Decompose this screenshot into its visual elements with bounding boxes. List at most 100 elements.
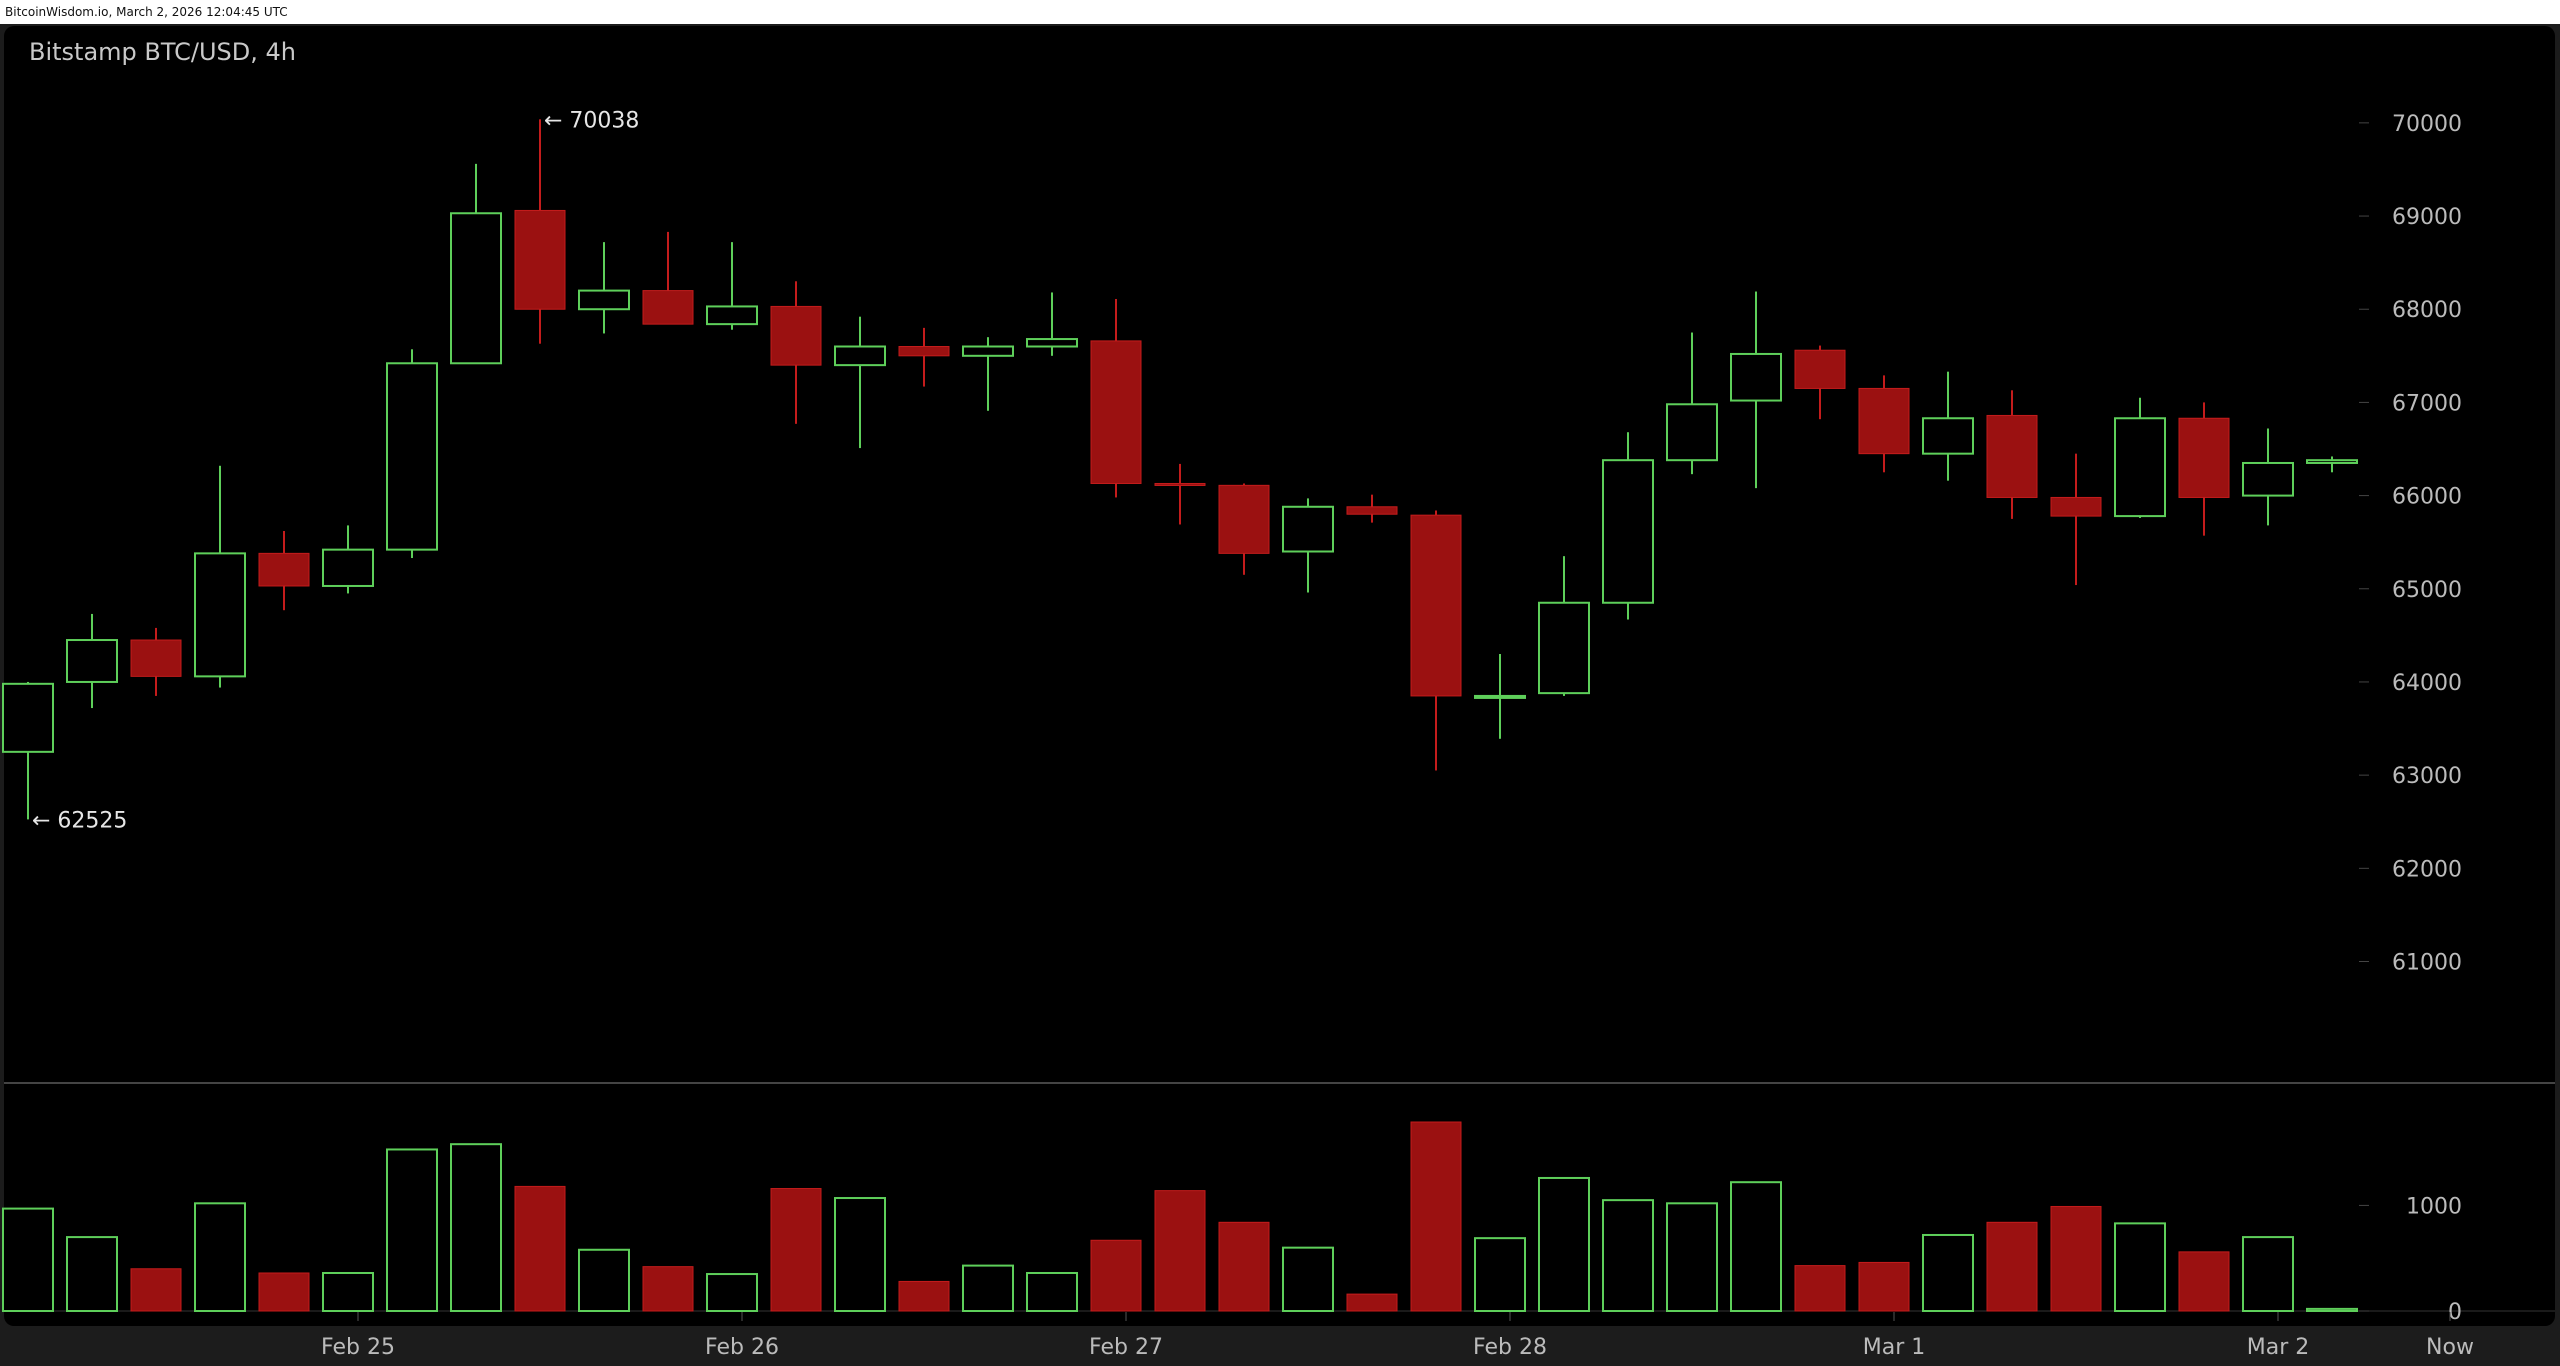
volume-bar <box>194 1202 246 1313</box>
candle-body <box>194 552 246 678</box>
volume-bar <box>1986 1221 2038 1312</box>
price-tick-label: 62000 <box>2392 857 2462 882</box>
x-tick-label: Mar 1 <box>1863 1335 1926 1360</box>
volume-bar <box>1602 1199 1654 1312</box>
volume-bar <box>770 1188 822 1312</box>
volume-bar <box>386 1148 438 1312</box>
price-tick-label: 67000 <box>2392 391 2462 416</box>
volume-bar <box>1090 1239 1142 1312</box>
candle-body <box>1538 601 1590 695</box>
candle-body <box>642 290 694 325</box>
volume-bar <box>1154 1190 1206 1312</box>
volume-bar <box>2114 1222 2166 1312</box>
volume-bar <box>706 1273 758 1312</box>
volume-bar <box>2 1207 54 1313</box>
candle-body <box>130 639 182 677</box>
volume-bar <box>130 1268 182 1312</box>
candle-body <box>1282 505 1334 553</box>
candle-body <box>1026 338 1078 348</box>
volume-bar <box>1538 1176 1590 1312</box>
volume-bar <box>578 1248 630 1313</box>
volume-bar <box>962 1264 1014 1312</box>
price-tick-label: 68000 <box>2392 298 2462 323</box>
candle-body <box>898 346 950 357</box>
x-tick-label: Now <box>2426 1335 2474 1360</box>
volume-bar <box>2242 1236 2294 1312</box>
x-tick-label: Feb 27 <box>1089 1335 1163 1360</box>
volume-layer <box>2 1121 2358 1313</box>
volume-bar <box>1346 1293 1398 1312</box>
volume-bar <box>1026 1271 1078 1313</box>
volume-bar <box>258 1272 310 1312</box>
volume-bar <box>1794 1265 1846 1312</box>
candle-body <box>386 362 438 551</box>
volume-tick-label: 0 <box>2448 1300 2462 1325</box>
header-bar: BitcoinWisdom.io, March 2, 2026 12:04:45… <box>0 0 2560 24</box>
volume-bar <box>2050 1205 2102 1312</box>
price-tick-label: 66000 <box>2392 485 2462 510</box>
candle-body <box>578 289 630 311</box>
volume-bar <box>1282 1246 1334 1312</box>
candle-body <box>1794 349 1846 389</box>
price-tick-label: 64000 <box>2392 671 2462 696</box>
price-tick-label: 65000 <box>2392 578 2462 603</box>
candle-body <box>1922 417 1974 455</box>
volume-bar <box>834 1197 886 1313</box>
candle-body <box>66 639 118 683</box>
candle-body <box>1154 482 1206 486</box>
price-tick-label: 69000 <box>2392 205 2462 230</box>
candle-layer <box>2 119 2358 820</box>
candle-body <box>1474 694 1526 699</box>
candle-body <box>2242 461 2294 497</box>
candle-body <box>1346 506 1398 515</box>
chart-svg[interactable]: 61000 62000 63000 64000 65000 66000 67000 68000… <box>0 24 2560 1366</box>
candle-body <box>1666 403 1718 462</box>
candle-body <box>770 305 822 366</box>
candle-body <box>834 345 886 367</box>
x-tick-label: Feb 28 <box>1473 1335 1547 1360</box>
volume-bar <box>450 1143 502 1312</box>
volume-bar <box>2178 1251 2230 1312</box>
volume-tick-label: 1000 <box>2406 1194 2462 1219</box>
candle-body <box>1218 484 1270 554</box>
candle-body <box>514 209 566 310</box>
chart-panel[interactable]: 61000 62000 63000 64000 65000 66000 67000 68000… <box>0 24 2560 1366</box>
candle-body <box>1858 387 1910 455</box>
candle-body <box>706 305 758 326</box>
extreme-price-annotation: ← 62525 <box>32 808 127 833</box>
candle-body <box>450 212 502 365</box>
volume-bar <box>2306 1307 2358 1313</box>
candle-body <box>962 345 1014 357</box>
candle-body <box>322 548 374 587</box>
volume-bar <box>1666 1202 1718 1313</box>
x-tick-label: Mar 2 <box>2247 1335 2310 1360</box>
candle-body <box>2306 459 2358 464</box>
volume-bar <box>322 1271 374 1313</box>
volume-bar <box>1858 1261 1910 1312</box>
price-tick-layer: 61000 62000 63000 64000 65000 66000 67000 68000… <box>2359 112 2462 1325</box>
x-tick-label: Feb 26 <box>705 1335 779 1360</box>
volume-bar <box>514 1185 566 1312</box>
volume-bar <box>1922 1233 1974 1313</box>
candle-body <box>1602 459 1654 604</box>
candle-body <box>1730 352 1782 402</box>
annotation-layer: ← 70038 ← 62525 <box>32 108 639 833</box>
volume-bar <box>1474 1237 1526 1312</box>
candle-body <box>2114 417 2166 518</box>
price-tick-label: 61000 <box>2392 951 2462 976</box>
volume-bar <box>66 1236 118 1312</box>
price-tick-label: 63000 <box>2392 764 2462 789</box>
candle-body <box>258 552 310 587</box>
candle-body <box>2050 496 2102 517</box>
candle-body <box>1410 514 1462 697</box>
x-tick-label: Feb 25 <box>321 1335 395 1360</box>
header-text: BitcoinWisdom.io, March 2, 2026 12:04:45… <box>5 5 288 19</box>
chart-background <box>4 26 2555 1326</box>
x-axis: Feb 25 Feb 26 Feb 27 Feb 28 Mar 1 Mar 2 Now <box>321 1312 2474 1360</box>
volume-bar <box>898 1280 950 1312</box>
volume-bar <box>642 1266 694 1312</box>
candle-body <box>1090 340 1142 484</box>
volume-bar <box>1218 1221 1270 1312</box>
volume-bar <box>1410 1121 1462 1312</box>
candle-body <box>2 682 54 753</box>
